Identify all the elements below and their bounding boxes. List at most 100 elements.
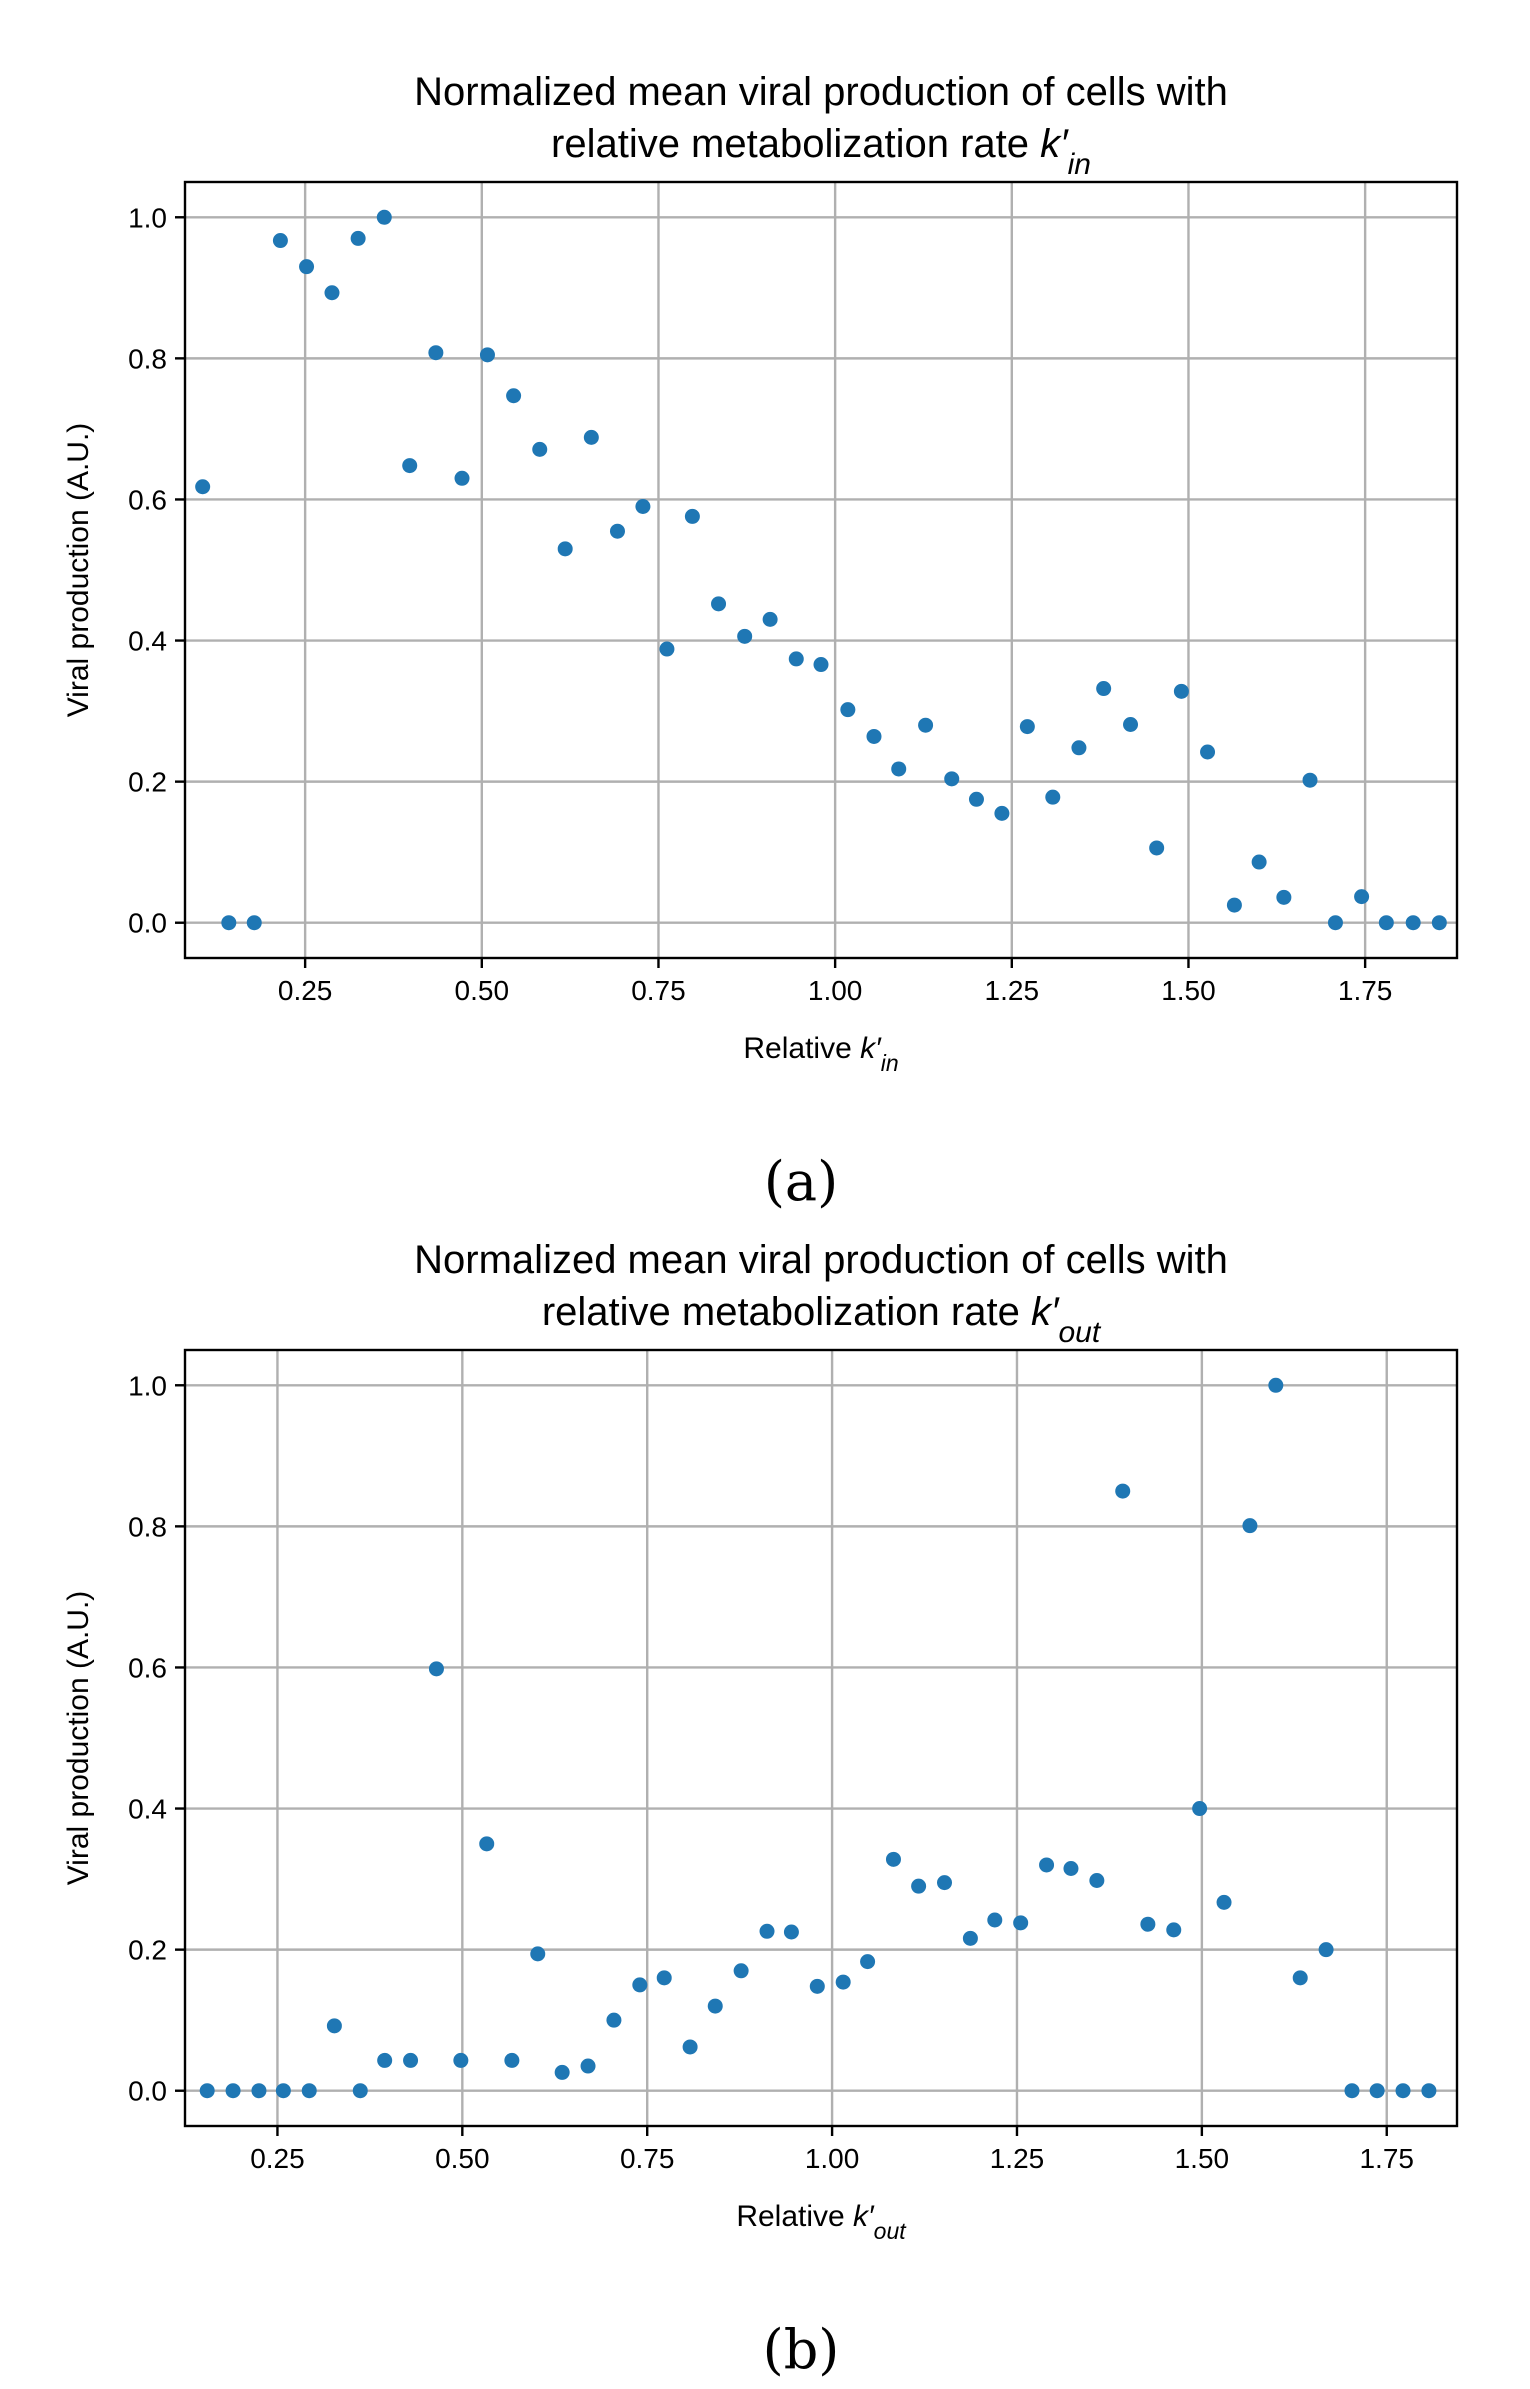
x-tick-label: 0.50 xyxy=(455,975,510,1006)
data-point xyxy=(1268,1377,1284,1393)
data-point xyxy=(326,2018,342,2034)
data-point xyxy=(275,2083,291,2099)
data-point xyxy=(377,2052,393,2068)
data-point xyxy=(350,230,366,246)
data-point xyxy=(1019,719,1035,735)
y-axis-label: Viral production (A.U.) xyxy=(62,1591,95,1886)
data-point xyxy=(937,1875,953,1891)
label-text: Relative xyxy=(743,1032,860,1065)
data-point xyxy=(376,209,392,225)
data-point xyxy=(606,2012,622,2028)
chart-title-line1: Normalized mean viral production of cell… xyxy=(414,1238,1228,1282)
chart-title-line2: relative metabolization rate k′in xyxy=(551,122,1091,181)
data-point xyxy=(682,2039,698,2055)
data-point xyxy=(1421,2083,1437,2099)
data-point xyxy=(428,1661,444,1677)
data-point xyxy=(554,2064,570,2080)
data-point xyxy=(1431,915,1447,931)
data-point xyxy=(453,2052,469,2068)
x-tick-label: 0.25 xyxy=(250,2143,305,2174)
label-subscript: out xyxy=(1058,1316,1101,1349)
x-tick-label: 1.50 xyxy=(1161,975,1216,1006)
data-point xyxy=(783,1924,799,1940)
data-point xyxy=(530,1946,546,1962)
data-point xyxy=(813,657,829,673)
data-point xyxy=(506,388,522,404)
x-axis-label: Relative k′in xyxy=(743,1032,898,1076)
data-point xyxy=(1149,840,1165,856)
data-point xyxy=(968,791,984,807)
data-point xyxy=(1216,1894,1232,1910)
y-tick-label: 0.2 xyxy=(128,1935,167,1966)
y-tick-label: 1.0 xyxy=(128,1370,167,1401)
label-subscript: in xyxy=(1068,148,1091,181)
data-point xyxy=(324,285,340,301)
data-point xyxy=(580,2058,596,2074)
y-tick-label: 0.4 xyxy=(128,1794,167,1825)
chart-title-line1: Normalized mean viral production of cell… xyxy=(414,70,1228,114)
data-point xyxy=(609,523,625,539)
x-tick-label: 1.25 xyxy=(990,2143,1045,2174)
data-point xyxy=(246,915,262,931)
chart-title-line2: relative metabolization rate k′out xyxy=(542,1290,1102,1349)
data-point xyxy=(225,2083,241,2099)
x-tick-label: 1.75 xyxy=(1338,975,1393,1006)
data-point xyxy=(860,1954,876,1970)
data-point xyxy=(1192,1801,1208,1817)
data-point xyxy=(944,771,960,787)
data-point xyxy=(1327,915,1343,931)
plot-frame xyxy=(183,180,1459,960)
x-tick-label: 1.00 xyxy=(805,2143,860,2174)
data-point xyxy=(1302,772,1318,788)
data-point xyxy=(987,1912,1003,1928)
data-point xyxy=(479,1836,495,1852)
data-point xyxy=(1115,1483,1131,1499)
data-point xyxy=(737,628,753,644)
x-tick-label: 0.75 xyxy=(620,2143,675,2174)
panel-label: (b) xyxy=(763,2318,840,2381)
data-point xyxy=(1173,683,1189,699)
data-point xyxy=(1200,744,1216,760)
data-point xyxy=(1378,915,1394,931)
data-point xyxy=(1089,1873,1105,1889)
data-point xyxy=(962,1930,978,1946)
label-subscript: out xyxy=(874,2218,908,2244)
y-tick-label: 0.0 xyxy=(128,2076,167,2107)
data-point xyxy=(840,702,856,718)
data-point xyxy=(891,761,907,777)
data-point xyxy=(918,717,934,733)
data-point xyxy=(1096,681,1112,697)
data-point xyxy=(532,441,548,457)
data-point xyxy=(1369,2083,1385,2099)
data-point xyxy=(994,805,1010,821)
data-point xyxy=(454,470,470,486)
x-tick-label: 0.75 xyxy=(631,975,686,1006)
data-point xyxy=(759,1923,775,1939)
x-tick-label: 0.50 xyxy=(435,2143,490,2174)
panel-label: (a) xyxy=(764,1150,838,1213)
label-symbol: k′ xyxy=(853,2200,875,2233)
y-tick-label: 1.0 xyxy=(128,202,167,233)
data-point xyxy=(635,499,651,515)
y-tick-label: 0.0 xyxy=(128,908,167,939)
data-point xyxy=(1405,915,1421,931)
data-point xyxy=(788,651,804,667)
data-point xyxy=(1251,854,1267,870)
label-text: Relative xyxy=(736,2200,853,2233)
x-axis-label: Relative k′out xyxy=(736,2200,907,2244)
data-point xyxy=(583,429,599,445)
data-point xyxy=(835,1974,851,1990)
label-symbol: k′ xyxy=(1031,1290,1060,1334)
data-point xyxy=(1166,1922,1182,1938)
plot-frame xyxy=(183,1348,1459,2128)
data-point xyxy=(251,2083,267,2099)
x-tick-label: 1.25 xyxy=(985,975,1040,1006)
data-point xyxy=(632,1977,648,1993)
data-point xyxy=(1344,2083,1360,2099)
data-point xyxy=(911,1878,927,1894)
data-point xyxy=(1354,889,1370,905)
data-point xyxy=(684,508,700,524)
y-tick-label: 0.8 xyxy=(128,343,167,374)
data-point xyxy=(659,641,675,657)
